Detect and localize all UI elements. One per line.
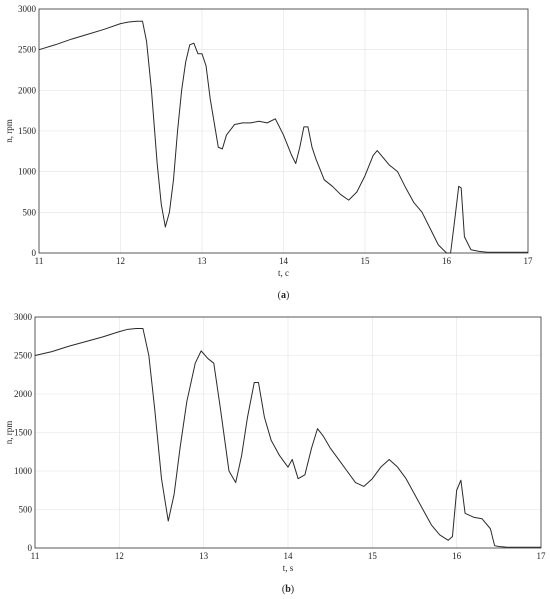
y-tick-label: 2000 [18, 85, 37, 95]
y-tick-label: 1500 [14, 428, 33, 438]
x-tick-label: 15 [361, 256, 371, 266]
y-tick-label: 1000 [14, 466, 33, 476]
x-axis-label: t, s [283, 563, 294, 573]
y-tick-label: 3000 [18, 4, 37, 14]
x-tick-label: 14 [284, 551, 294, 561]
x-tick-label: 16 [452, 551, 462, 561]
y-tick-label: 500 [23, 207, 37, 217]
panel-caption: (a) [278, 290, 290, 301]
y-axis-label: n, rpm [4, 119, 14, 143]
plot-frame [34, 316, 542, 549]
x-tick-label: 12 [115, 551, 124, 561]
x-tick-label: 17 [537, 551, 547, 561]
x-tick-label: 14 [279, 256, 289, 266]
y-tick-label: 500 [19, 505, 33, 515]
y-tick-label: 1500 [18, 126, 37, 136]
y-tick-label: 1000 [18, 167, 37, 177]
plot-frame [38, 8, 529, 254]
x-tick-label: 13 [199, 551, 209, 561]
series-line [38, 20, 528, 254]
x-tick-label: 12 [116, 256, 125, 266]
x-tick-label: 17 [524, 256, 534, 266]
x-tick-label: 16 [442, 256, 452, 266]
y-axis-label: n, rpm [4, 421, 14, 445]
y-tick-label: 2500 [14, 351, 33, 361]
y-tick-label: 0 [28, 543, 33, 553]
chart-panel-b: 11 12 13 14 15 16 17 0 500 1000 1500 2000 2500 3000 t,… [4, 312, 546, 595]
y-tick-label: 2500 [18, 45, 37, 55]
y-tick-label: 0 [32, 248, 37, 258]
x-tick-label: 11 [31, 551, 40, 561]
chart-panel-a: 11 12 13 14 15 16 17 0 500 1000 1500 2000 2500 3000 t,… [4, 4, 533, 301]
series-line [34, 328, 541, 548]
chart-panels: 11 12 13 14 15 16 17 0 500 1000 1500 2000 2500 3000 t,… [4, 4, 546, 595]
y-tick-label: 3000 [14, 312, 33, 322]
x-tick-label: 15 [368, 551, 378, 561]
x-tick-label: 11 [35, 256, 44, 266]
x-tick-label: 13 [198, 256, 208, 266]
y-tick-label: 2000 [14, 389, 33, 399]
panel-caption: (b) [282, 584, 294, 595]
x-axis-label: t, c [278, 268, 289, 278]
